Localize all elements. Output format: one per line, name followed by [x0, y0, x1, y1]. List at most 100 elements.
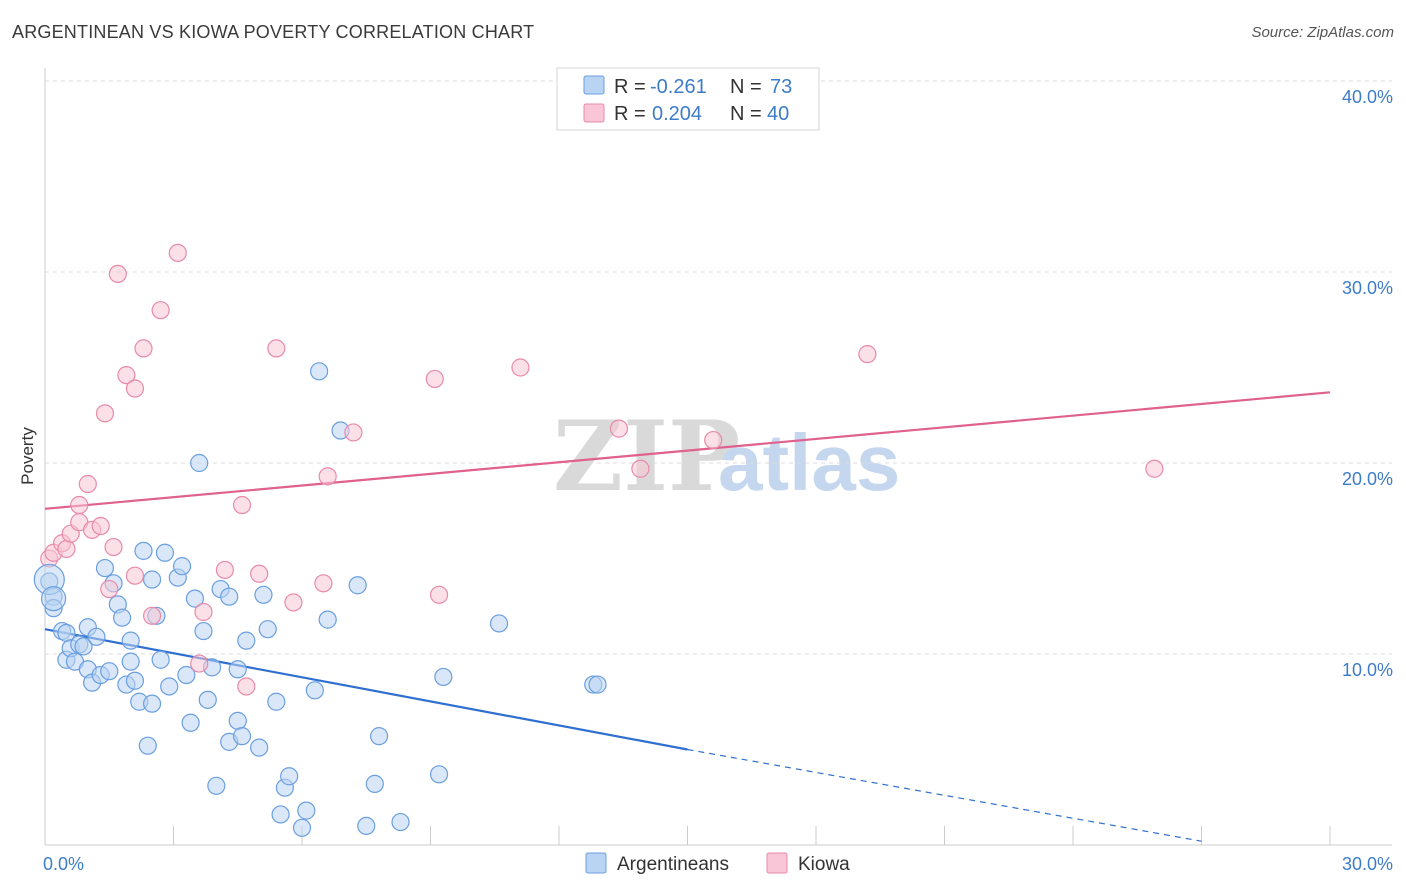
kiowa-point [250, 564, 269, 583]
watermark: ZIP atlas [553, 400, 900, 513]
kiowa-point [284, 593, 303, 612]
axes [44, 68, 1392, 846]
argentineans-point [588, 675, 607, 694]
legend-n-value-kiowa: 40 [767, 103, 789, 125]
argentineans-point [434, 667, 453, 687]
legend-n-value-argentineans: 73 [770, 76, 792, 98]
legend-swatch-argentineans [583, 75, 605, 95]
argentineans-point [87, 627, 106, 646]
argentineans-point [172, 557, 192, 576]
legend-swatch-kiowa [583, 103, 605, 123]
y-tick-labels: 10.0% 20.0% 30.0% 40.0% [1342, 87, 1393, 680]
legend-n-label: N = [730, 76, 762, 98]
kiowa-point [142, 606, 162, 625]
kiowa-point [511, 358, 530, 377]
kiowa-point [1145, 459, 1164, 478]
argentineans-point [155, 543, 175, 562]
legend-r-label: R = [614, 76, 646, 98]
y-tick-label: 20.0% [1342, 469, 1393, 489]
argentineans-point [160, 677, 179, 696]
argentineans-point [177, 665, 196, 685]
argentineans-point [190, 453, 209, 473]
kiowa-point [704, 430, 723, 450]
kiowa-point [267, 339, 286, 358]
legend-label-kiowa: Kiowa [798, 854, 850, 875]
kiowa-point [237, 677, 256, 696]
argentineans-point [125, 671, 145, 690]
kiowa-point [194, 602, 213, 622]
argentineans-point [250, 738, 269, 757]
argentineans-point [489, 614, 509, 633]
argentineans-point [305, 681, 324, 700]
argentineans-point [280, 767, 299, 786]
y-tick-label: 10.0% [1342, 660, 1393, 680]
argentineans-point [207, 776, 226, 795]
argentineans-point [348, 576, 367, 595]
argentineans-point [151, 650, 170, 669]
kiowa-point [104, 537, 123, 557]
legend-swatch-argentineans [585, 852, 607, 874]
argentineans-point-cluster [40, 586, 67, 612]
argentineans-point [228, 711, 247, 730]
argentineans-trend-line [44, 628, 688, 751]
kiowa-point [425, 369, 444, 389]
argentineans-point [220, 587, 239, 606]
argentineans-point [142, 570, 162, 589]
argentineans-point [112, 608, 132, 627]
kiowa-point [125, 566, 145, 585]
argentineans-point [181, 713, 200, 732]
kiowa-point [57, 539, 76, 559]
trend-lines [44, 391, 1331, 842]
kiowa-point [314, 574, 333, 593]
y-tick-label: 30.0% [1342, 278, 1393, 298]
argentineans-point [194, 621, 213, 641]
kiowa-point [70, 495, 89, 515]
stats-legend: R = -0.261 N = 73 R = 0.204 N = 40 [556, 67, 820, 131]
kiowa-point [91, 516, 110, 536]
source-credit: Source: ZipAtlas.com [1251, 24, 1394, 41]
kiowa-point [108, 264, 127, 284]
kiowa-point [78, 474, 97, 494]
x-tick-label: 0.0% [43, 854, 84, 874]
kiowa-point [95, 404, 115, 423]
argentineans-point [134, 541, 153, 560]
y-axis-label: Poverty [18, 427, 37, 485]
kiowa-point [100, 579, 119, 599]
y-tick-label: 40.0% [1342, 87, 1393, 107]
kiowa-point [215, 560, 234, 580]
kiowa-point [344, 423, 363, 442]
kiowa-point [858, 345, 877, 364]
argentineans-point [121, 631, 140, 650]
argentineans-point [370, 727, 389, 746]
kiowa-point [609, 419, 629, 438]
argentineans-point [271, 805, 290, 824]
kiowa-point [190, 654, 209, 673]
argentineans-point [318, 610, 337, 629]
legend-r-value-argentineans: -0.261 [650, 76, 707, 98]
gridlines [45, 80, 1392, 655]
kiowa-point [117, 366, 136, 385]
series-legend: Argentineans Kiowa [585, 852, 850, 875]
kiowa-point [134, 339, 153, 358]
legend-r-value-kiowa: 0.204 [652, 103, 702, 125]
x-tick-label: 30.0% [1342, 854, 1393, 874]
argentineans-point [254, 585, 273, 604]
argentineans-point [357, 816, 376, 836]
argentineans-point [237, 631, 256, 650]
kiowa-point [318, 467, 337, 486]
argentineans-point [198, 690, 217, 709]
argentineans-point [365, 774, 384, 793]
data-points [33, 243, 1164, 837]
legend-r-label: R = [614, 103, 646, 125]
kiowa-point [151, 301, 170, 320]
kiowa-point [168, 243, 187, 262]
legend-n-label: N = [730, 103, 762, 125]
argentineans-point [310, 362, 329, 381]
argentineans-point [267, 692, 286, 711]
legend-label-argentineans: Argentineans [617, 854, 729, 875]
argentineans-point [95, 558, 115, 578]
argentineans-point [138, 736, 157, 755]
kiowa-point [232, 495, 252, 515]
argentineans-point [232, 727, 252, 746]
